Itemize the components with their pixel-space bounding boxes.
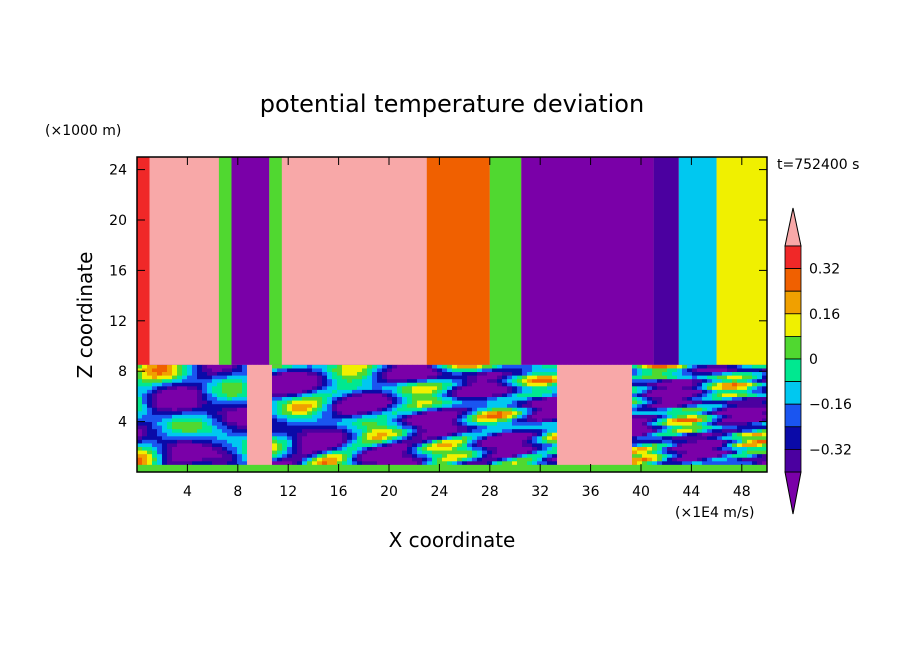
x-axis-label: X coordinate: [389, 528, 516, 552]
colorbar-segment: [784, 313, 802, 337]
upper-column-0: [137, 157, 150, 365]
x-tick-label: 4: [183, 484, 192, 500]
colorbar-extend-min: [784, 471, 802, 515]
upper-column-4: [269, 157, 282, 365]
upper-column-9: [653, 157, 679, 365]
plot-area: [137, 157, 767, 472]
colorbar-segment: [784, 290, 802, 315]
x-tick-label: 48: [733, 484, 751, 500]
x-tick-label: 20: [380, 484, 398, 500]
upper-column-10: [678, 157, 717, 365]
x-tick-label: 36: [582, 484, 600, 500]
y-unit-label: (×1000 m): [45, 123, 121, 139]
colorbar-segment: [784, 381, 802, 405]
upper-column-5: [281, 157, 427, 365]
colorbar-segment: [784, 448, 802, 473]
upper-column-8: [521, 157, 654, 365]
colorbar-label: −0.32: [809, 442, 852, 458]
colorbar-segment: [784, 335, 802, 360]
x-tick-label: 28: [481, 484, 499, 500]
upper-column-6: [426, 157, 490, 365]
x-tick-label: 44: [682, 484, 700, 500]
x-tick-label: 8: [233, 484, 242, 500]
upper-column-3: [231, 157, 270, 365]
colorbar-segment: [784, 426, 802, 450]
plot-frame: [136, 156, 768, 473]
colorbar-segment: [784, 358, 802, 383]
y-axis-ticks: 4 8 12 16 20 24: [109, 163, 767, 431]
y-tick-label: 12: [109, 314, 127, 330]
colorbar-label: 0: [809, 352, 818, 368]
lower-layer-turbulence: [137, 364, 767, 472]
y-tick-label: 8: [118, 364, 127, 380]
chart-title: potential temperature deviation: [260, 90, 644, 118]
colorbar-label: −0.16: [809, 397, 852, 413]
x-tick-label: 12: [279, 484, 297, 500]
colorbar-extend-max: [784, 207, 802, 247]
x-tick-label: 32: [531, 484, 549, 500]
x-tick-label: 40: [632, 484, 650, 500]
x-tick-label: 16: [330, 484, 348, 500]
upper-column-2: [218, 157, 232, 365]
y-tick-label: 24: [109, 163, 127, 179]
colorbar-segment: [784, 403, 802, 428]
y-tick-label: 20: [109, 213, 127, 229]
x-axis-ticks: 4 8 12 16 20 24 28 32 36 40 44 48: [183, 157, 751, 500]
upper-column-7: [489, 157, 522, 365]
colorbar: 0.32 0.16 0 −0.16 −0.32: [784, 207, 852, 515]
upper-column-1: [149, 157, 213, 365]
y-axis-label: Z coordinate: [73, 252, 97, 379]
upper-column-11: [716, 157, 767, 365]
x-tick-label: 24: [430, 484, 448, 500]
time-label: t=752400 s: [777, 157, 859, 173]
colorbar-label: 0.32: [809, 262, 840, 278]
x-unit-label: (×1E4 m/s): [675, 505, 754, 521]
colorbar-segment: [784, 268, 802, 292]
y-tick-label: 4: [118, 415, 127, 431]
upper-layer: [137, 157, 767, 365]
colorbar-segment: [784, 245, 802, 270]
colorbar-label: 0.16: [809, 307, 840, 323]
y-tick-label: 16: [109, 263, 127, 279]
